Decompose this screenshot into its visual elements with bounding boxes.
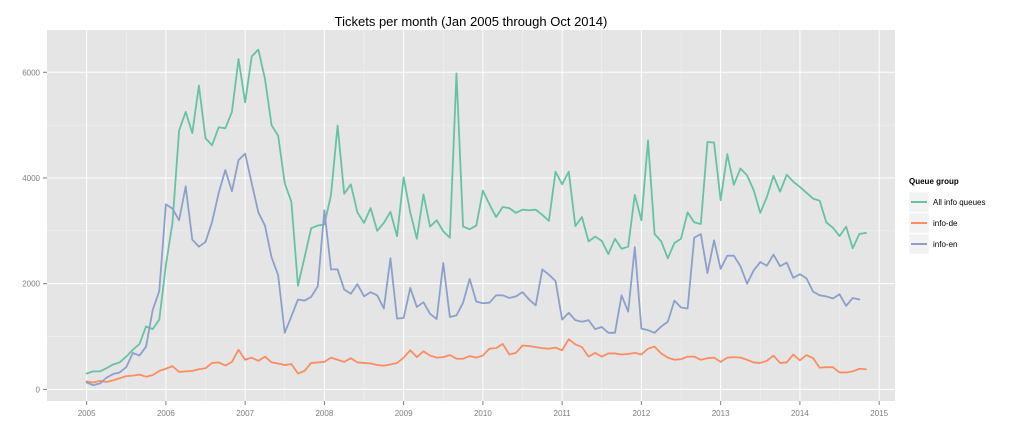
legend: Queue group All info queues info-de info-en xyxy=(908,177,985,255)
x-tick-label: 2013 xyxy=(712,409,730,418)
y-tick-label: 0 xyxy=(36,385,41,394)
x-tick-label: 2010 xyxy=(474,409,492,418)
legend-title: Queue group xyxy=(909,177,959,186)
chart-title: Tickets per month (Jan 2005 through Oct … xyxy=(335,14,608,29)
legend-label: All info queues xyxy=(933,198,985,207)
legend-label: info-de xyxy=(933,219,958,228)
x-tick-label: 2007 xyxy=(236,409,254,418)
series-line-2 xyxy=(85,338,867,384)
y-tick-label: 4000 xyxy=(22,174,40,183)
plot-area: 2005 2006 2007 2008 2009 2010 2011 2012 2013 2014… xyxy=(22,30,895,418)
plot-panel xyxy=(47,30,895,401)
x-tick-label: 2011 xyxy=(554,409,572,418)
series-line-1 xyxy=(85,48,867,375)
x-tick-label: 2005 xyxy=(78,409,96,418)
legend-label: info-en xyxy=(933,240,957,249)
series-line-3 xyxy=(85,152,861,387)
x-tick-label: 2008 xyxy=(315,409,333,418)
x-tick-label: 2012 xyxy=(632,409,650,418)
x-tick-label: 2015 xyxy=(870,409,888,418)
x-tick-label: 2009 xyxy=(395,409,413,418)
x-tick-label: 2006 xyxy=(157,409,175,418)
y-tick-label: 6000 xyxy=(22,68,40,77)
y-tick-label: 2000 xyxy=(22,280,40,289)
x-tick-label: 2014 xyxy=(791,409,809,418)
